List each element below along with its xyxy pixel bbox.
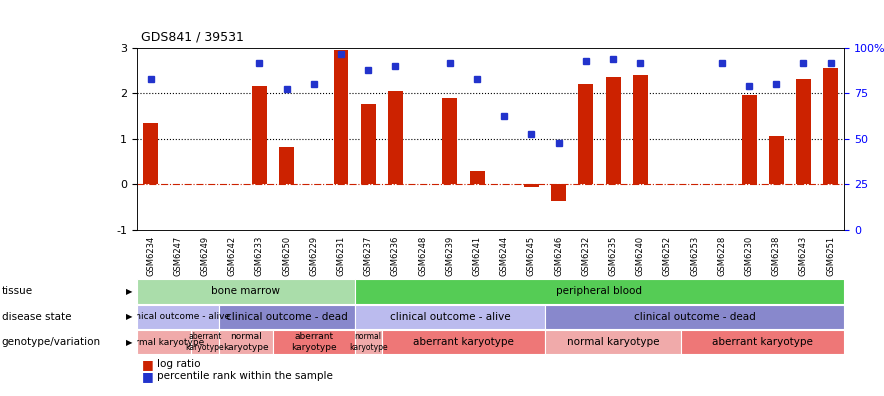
Bar <box>137 279 354 304</box>
Text: disease state: disease state <box>2 312 72 322</box>
Bar <box>218 305 354 329</box>
Text: aberrant karyotype: aberrant karyotype <box>713 337 813 347</box>
Bar <box>545 305 844 329</box>
Text: normal karyotype: normal karyotype <box>124 338 204 346</box>
Bar <box>137 305 218 329</box>
Text: clinical outcome - alive: clinical outcome - alive <box>126 312 231 321</box>
Text: ▶: ▶ <box>126 312 133 321</box>
Bar <box>551 184 566 202</box>
Text: tissue: tissue <box>2 286 33 297</box>
Text: log ratio: log ratio <box>157 359 201 369</box>
Text: GDS841 / 39531: GDS841 / 39531 <box>141 30 244 44</box>
Text: genotype/variation: genotype/variation <box>2 337 101 347</box>
Bar <box>279 147 294 184</box>
Text: aberrant
karyotype: aberrant karyotype <box>186 333 225 352</box>
Text: aberrant karyotype: aberrant karyotype <box>413 337 514 347</box>
Bar <box>545 330 681 354</box>
Bar <box>354 305 545 329</box>
Bar <box>273 330 354 354</box>
Text: ▶: ▶ <box>126 338 133 346</box>
Bar <box>252 86 267 184</box>
Text: normal karyotype: normal karyotype <box>567 337 659 347</box>
Bar <box>796 79 811 184</box>
Bar <box>354 279 844 304</box>
Bar <box>388 91 403 184</box>
Bar <box>218 330 273 354</box>
Bar <box>143 123 158 184</box>
Bar <box>469 171 484 184</box>
Bar <box>333 50 348 184</box>
Bar <box>192 330 218 354</box>
Bar <box>137 330 192 354</box>
Bar <box>524 184 539 187</box>
Text: normal
karyotype: normal karyotype <box>349 333 387 352</box>
Bar <box>354 330 382 354</box>
Text: clinical outcome - dead: clinical outcome - dead <box>634 312 756 322</box>
Bar <box>633 75 648 184</box>
Text: normal
karyotype: normal karyotype <box>223 333 269 352</box>
Text: ■: ■ <box>141 358 153 371</box>
Bar <box>442 97 457 184</box>
Text: percentile rank within the sample: percentile rank within the sample <box>157 371 333 381</box>
Bar <box>606 77 621 184</box>
Bar <box>361 105 376 184</box>
Bar <box>823 68 838 184</box>
Text: clinical outcome - alive: clinical outcome - alive <box>390 312 510 322</box>
Text: aberrant
karyotype: aberrant karyotype <box>291 333 337 352</box>
Bar <box>578 84 593 184</box>
Text: peripheral blood: peripheral blood <box>556 286 643 297</box>
Bar <box>769 136 784 184</box>
Bar <box>681 330 844 354</box>
Text: ▶: ▶ <box>126 287 133 296</box>
Text: clinical outcome - dead: clinical outcome - dead <box>225 312 347 322</box>
Text: bone marrow: bone marrow <box>211 286 280 297</box>
Bar <box>742 95 757 184</box>
Bar <box>382 330 545 354</box>
Text: ■: ■ <box>141 370 153 383</box>
